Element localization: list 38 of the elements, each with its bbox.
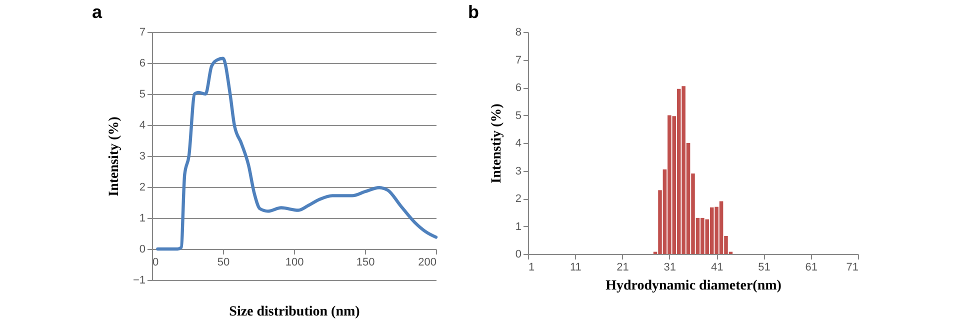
y-axis-title: Intensity (%) xyxy=(106,116,122,196)
y-axis-title: Intenstiy (%) xyxy=(489,103,504,184)
y-tick-label: 3 xyxy=(515,165,522,178)
y-tick-label: 2 xyxy=(515,193,522,205)
y-tick-label: −1 xyxy=(132,274,146,286)
x-tick-label: 51 xyxy=(758,262,770,274)
y-tick-label: 6 xyxy=(515,82,522,94)
x-tick-label: 71 xyxy=(846,262,858,274)
x-tick-label: 0 xyxy=(152,256,159,268)
x-axis-title: Hydrodynamic diameter(nm) xyxy=(606,278,782,294)
chart-title: b xyxy=(468,2,479,22)
x-tick-label: 150 xyxy=(356,256,375,268)
y-tick-label: 8 xyxy=(515,26,522,38)
y-tick-label: 7 xyxy=(515,54,522,66)
y-tick-label: 1 xyxy=(139,212,146,224)
x-tick-label: 21 xyxy=(616,262,629,274)
x-tick-label: 11 xyxy=(570,262,582,274)
y-tick-label: 3 xyxy=(139,150,146,162)
line-series xyxy=(156,56,438,251)
x-tick-label: 100 xyxy=(285,256,304,268)
x-tick-label: 200 xyxy=(418,256,436,268)
y-tick-label: 5 xyxy=(139,88,146,100)
chart-title: a xyxy=(92,2,103,22)
x-tick-label: 41 xyxy=(710,262,724,274)
y-tick-label: 7 xyxy=(139,26,146,38)
y-tick-label: 0 xyxy=(139,244,146,256)
y-tick-label: 1 xyxy=(515,220,522,233)
x-axis-title: Size distribution (nm) xyxy=(229,304,360,320)
y-tick-label: 2 xyxy=(139,182,146,194)
x-tick-label: 31 xyxy=(664,262,676,274)
y-tick-label: 4 xyxy=(515,138,522,150)
y-tick-label: 0 xyxy=(515,248,522,260)
x-tick-label: 61 xyxy=(805,262,818,274)
y-tick-label: 4 xyxy=(139,120,146,132)
y-tick-label: 5 xyxy=(515,110,522,122)
y-tick-label: 6 xyxy=(139,58,146,70)
x-tick-label: 50 xyxy=(217,256,230,268)
x-tick-label: 1 xyxy=(528,262,535,274)
